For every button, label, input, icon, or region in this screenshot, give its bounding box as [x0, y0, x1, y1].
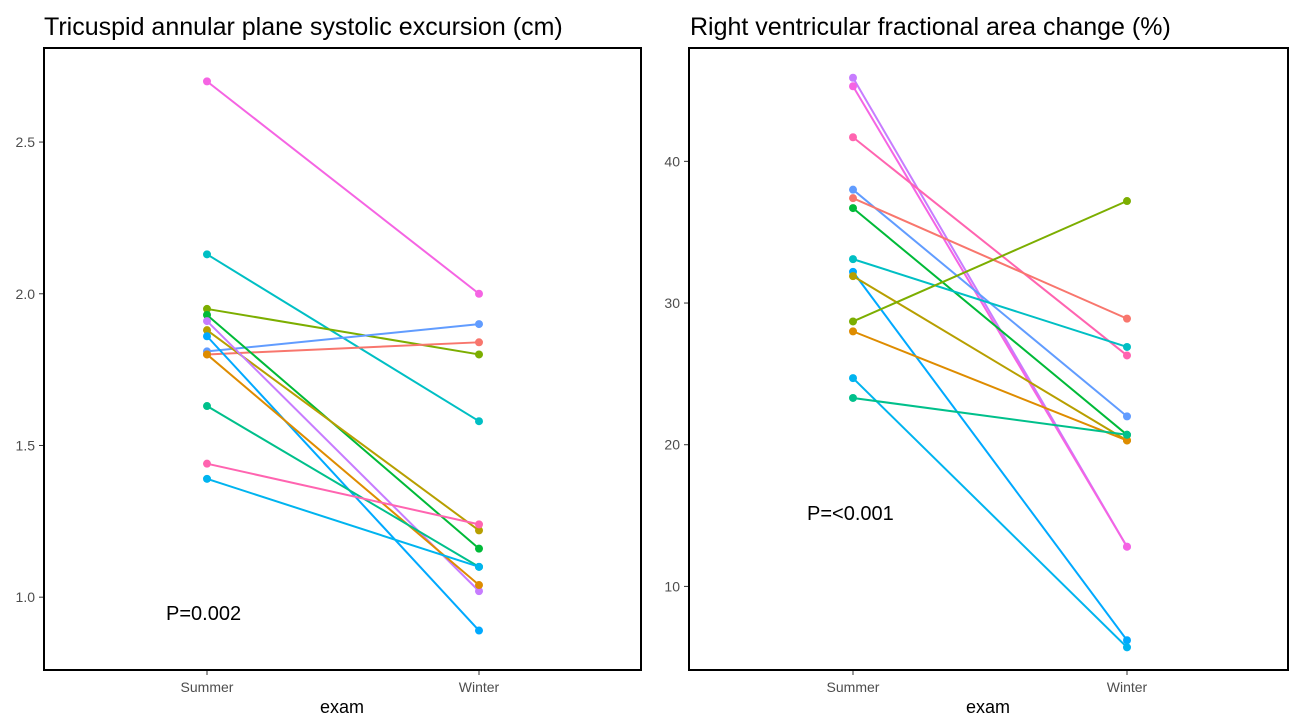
series-line-rvfac-7 [852, 258, 1128, 348]
plot-area-tapse: 1.0 1.5 2.0 2.5 Summer Winter P=0.002 [16, 77, 500, 695]
data-point-tapse-9-winter [475, 626, 483, 635]
series-line-rvfac-11 [852, 330, 1128, 442]
series-line-rvfac-9 [852, 275, 1128, 442]
data-point-rvfac-11-winter [1123, 436, 1131, 445]
series-line-tapse-10 [206, 353, 480, 586]
panel-tapse: Tricuspid annular plane systolic excursi… [16, 13, 642, 716]
x-tick-label-tapse: Winter [459, 679, 500, 695]
data-point-rvfac-5-summer [849, 194, 857, 203]
p-value-annotation-rvfac: P=<0.001 [807, 503, 894, 525]
data-point-rvfac-1-summer [849, 73, 857, 82]
y-tick-label-rvfac: 10 [664, 578, 680, 594]
data-point-rvfac-9-summer [849, 272, 857, 281]
data-point-rvfac-12-summer [849, 374, 857, 383]
data-point-tapse-1-winter [475, 289, 483, 298]
data-point-tapse-3-summer [203, 304, 211, 313]
panel-border-tapse [43, 47, 642, 671]
data-point-rvfac-3-summer [849, 133, 857, 142]
data-point-tapse-13-summer [203, 474, 211, 483]
series-line-rvfac-12 [852, 377, 1128, 649]
y-tick-label-tapse: 2.5 [16, 134, 36, 150]
data-point-tapse-9-summer [203, 332, 211, 341]
data-point-rvfac-5-winter [1123, 314, 1131, 323]
series-line-rvfac-8 [852, 271, 1128, 641]
data-point-tapse-2-winter [475, 417, 483, 426]
series-line-tapse-12 [206, 462, 480, 526]
data-point-tapse-12-winter [475, 520, 483, 529]
data-point-rvfac-6-summer [849, 204, 857, 213]
x-tick-label-rvfac: Winter [1107, 679, 1148, 695]
x-tick-label-rvfac: Summer [827, 679, 880, 695]
data-point-rvfac-13-winter [1123, 430, 1131, 439]
series-line-rvfac-2 [852, 85, 1128, 548]
series-line-rvfac-10 [852, 200, 1128, 323]
data-point-rvfac-10-winter [1123, 197, 1131, 206]
data-point-tapse-4-winter [475, 320, 483, 329]
p-value-annotation-tapse: P=0.002 [166, 603, 241, 625]
panel-rvfac: Right ventricular fractional area change… [664, 13, 1289, 716]
data-point-tapse-5-winter [475, 338, 483, 347]
series-line-tapse-9 [206, 335, 480, 632]
y-tick-label-rvfac: 30 [664, 295, 680, 311]
series-line-tapse-1 [206, 80, 480, 295]
data-point-rvfac-11-summer [849, 327, 857, 336]
data-point-tapse-12-summer [203, 459, 211, 468]
series-line-tapse-3 [206, 307, 480, 356]
data-point-tapse-11-summer [203, 402, 211, 411]
data-point-tapse-10-winter [475, 581, 483, 590]
y-tick-label-rvfac: 40 [664, 153, 680, 169]
y-tick-label-tapse: 1.0 [16, 589, 36, 605]
data-point-tapse-7-summer [203, 326, 211, 335]
data-point-rvfac-13-summer [849, 393, 857, 402]
data-point-rvfac-3-winter [1123, 351, 1131, 360]
data-point-rvfac-2-summer [849, 82, 857, 91]
data-point-tapse-3-winter [475, 350, 483, 359]
data-point-rvfac-4-summer [849, 185, 857, 194]
y-tick-label-tapse: 2.0 [16, 286, 36, 302]
data-point-rvfac-2-winter [1123, 542, 1131, 551]
series-line-tapse-11 [206, 405, 480, 568]
data-point-rvfac-12-winter [1123, 643, 1131, 652]
series-line-rvfac-6 [852, 207, 1128, 436]
data-point-rvfac-8-winter [1123, 636, 1131, 645]
data-point-tapse-10-summer [203, 350, 211, 359]
series-line-tapse-13 [206, 477, 480, 568]
series-line-tapse-7 [206, 329, 480, 532]
series-line-rvfac-3 [852, 136, 1128, 357]
data-point-rvfac-7-summer [849, 255, 857, 264]
data-point-rvfac-7-winter [1123, 342, 1131, 351]
series-line-tapse-4 [206, 323, 480, 353]
chart-title-rvfac: Right ventricular fractional area change… [690, 13, 1171, 41]
x-axis-title-rvfac: exam [966, 697, 1010, 716]
panel-border-rvfac [688, 47, 1289, 671]
data-point-tapse-8-summer [203, 317, 211, 326]
data-point-tapse-7-winter [475, 526, 483, 535]
data-point-rvfac-4-winter [1123, 412, 1131, 421]
y-tick-label-tapse: 1.5 [16, 437, 36, 453]
series-line-rvfac-5 [852, 197, 1128, 320]
data-point-tapse-13-winter [475, 562, 483, 571]
chart-title-tapse: Tricuspid annular plane systolic excursi… [44, 13, 563, 41]
data-point-tapse-2-summer [203, 250, 211, 259]
data-point-rvfac-10-summer [849, 317, 857, 326]
series-line-rvfac-13 [852, 396, 1128, 436]
series-line-tapse-6 [206, 314, 480, 550]
plot-area-rvfac: 10 20 30 40 Summer Winter P=<0.001 [664, 73, 1148, 695]
data-point-tapse-8-winter [475, 587, 483, 596]
x-tick-label-tapse: Summer [181, 679, 234, 695]
data-point-tapse-6-summer [203, 311, 211, 320]
data-point-tapse-1-summer [203, 77, 211, 86]
series-line-tapse-5 [206, 341, 480, 356]
data-point-tapse-6-winter [475, 544, 483, 553]
y-tick-label-rvfac: 20 [664, 437, 680, 453]
x-axis-title-tapse: exam [320, 697, 364, 716]
